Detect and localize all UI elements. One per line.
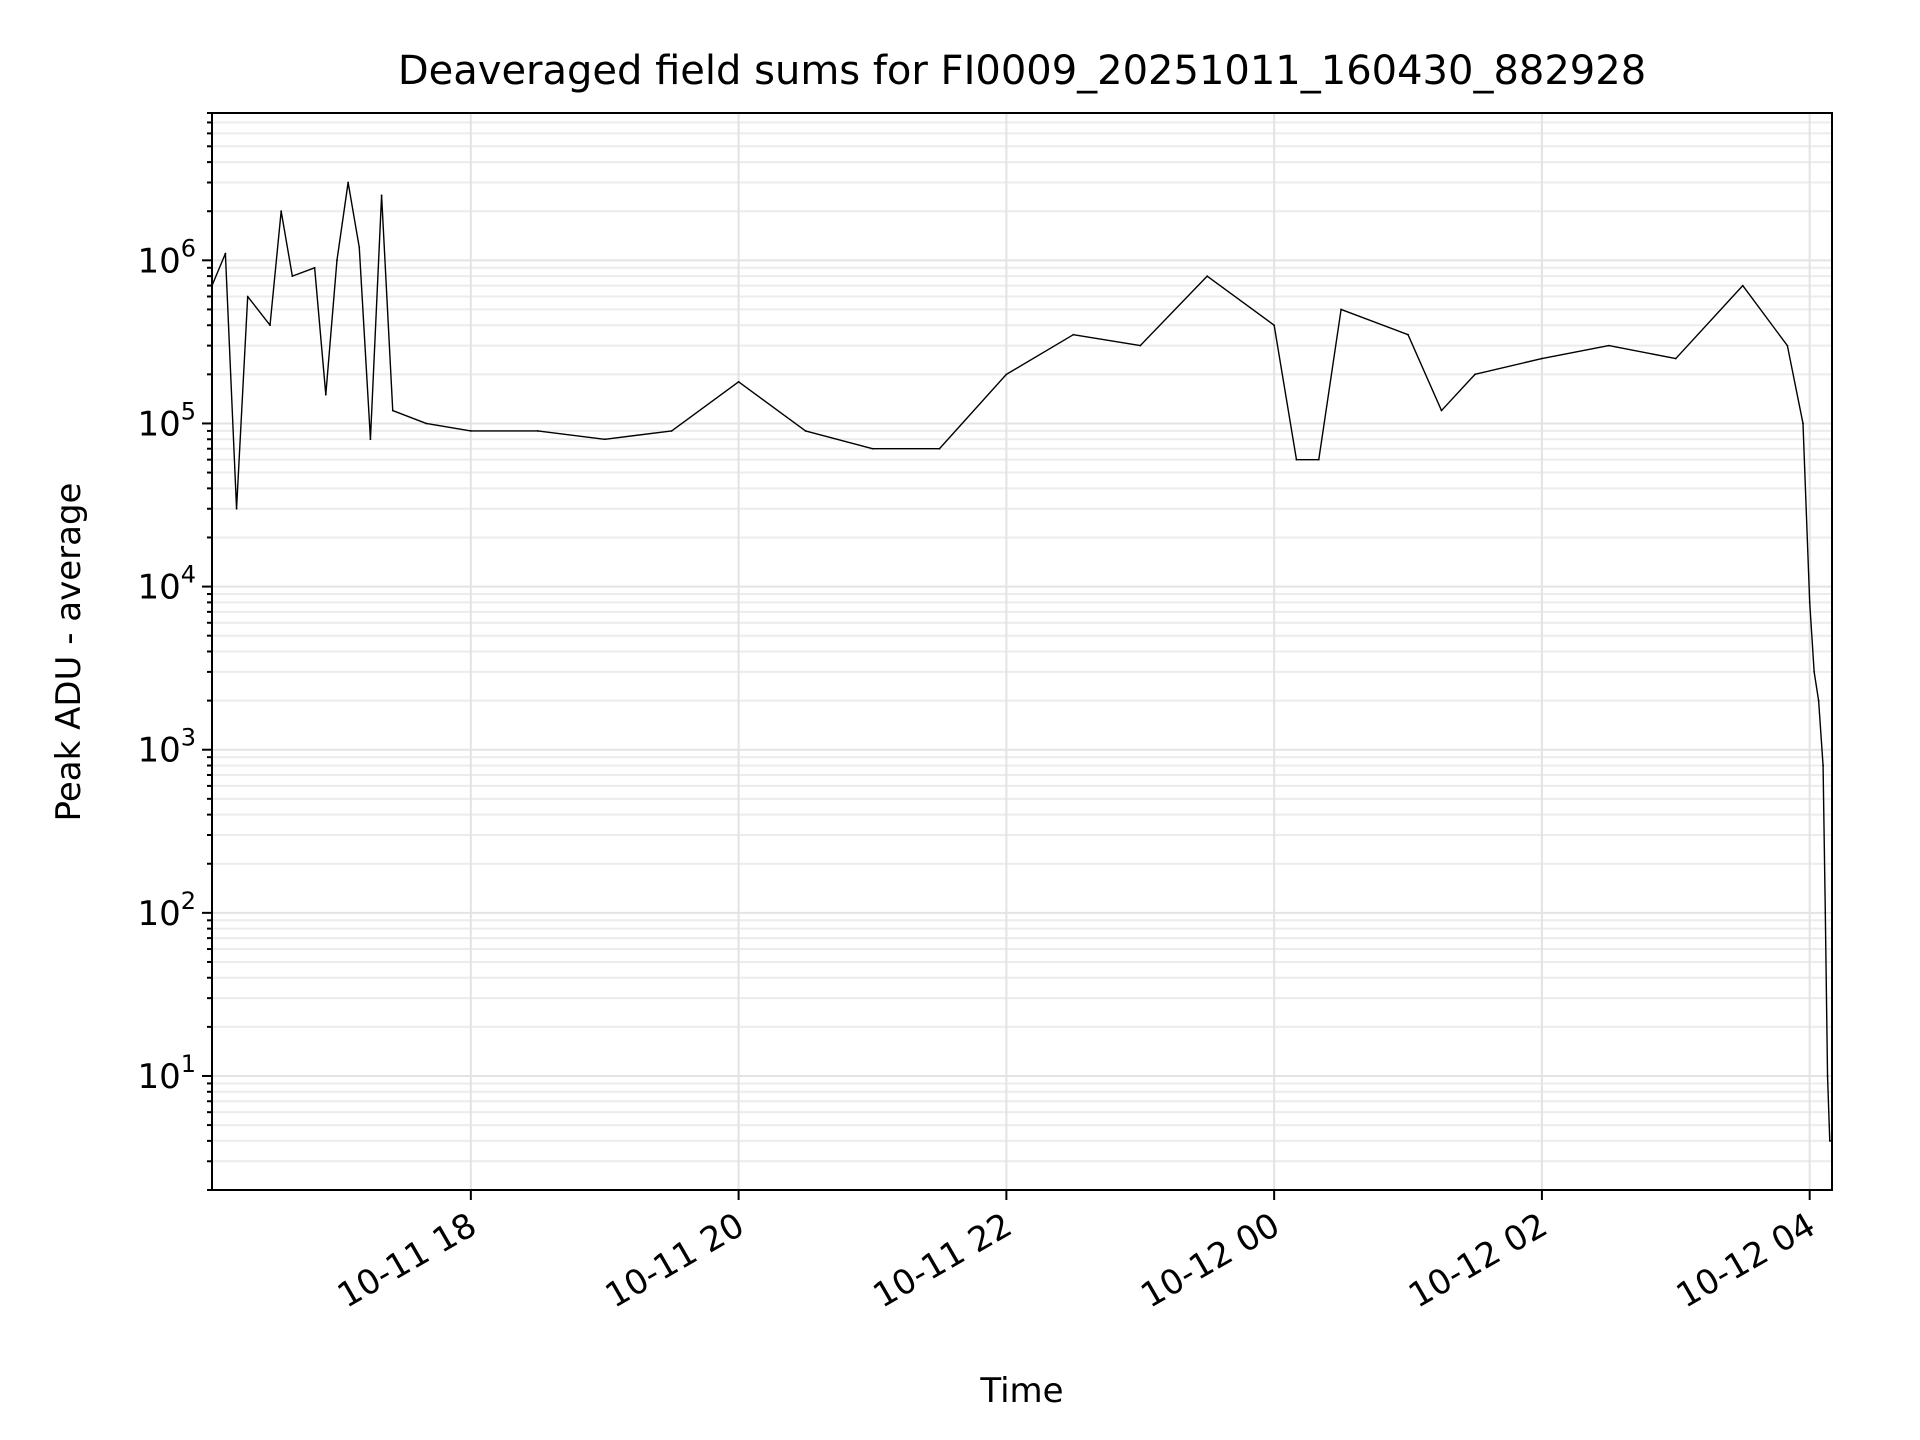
data-point [938,447,941,450]
data-point [804,430,807,432]
data-point [1813,670,1816,673]
y-tick-label: 106 [137,234,196,281]
data-point [1005,373,1008,376]
data-point [1407,333,1409,336]
data-point [1273,324,1276,327]
data-point [871,447,874,450]
data-point [1440,409,1443,412]
data-point [737,380,740,383]
y-tick-label: 104 [137,561,196,608]
data-point [1139,344,1142,347]
data-point [1741,284,1744,287]
data-point [536,430,539,432]
data-point [425,422,428,425]
data-point [1802,422,1804,425]
data-point [1786,344,1789,347]
data-point [1808,601,1811,604]
y-tick-label-base: 10 [137,731,180,771]
y-tick-label-exponent: 5 [181,397,196,425]
data-point [1817,699,1820,702]
data-point [358,246,361,249]
data-point [269,324,271,327]
data-point [1206,275,1209,278]
y-tick-label-exponent: 1 [181,1050,196,1078]
y-tick-label: 101 [137,1050,196,1097]
data-point [1317,458,1320,461]
y-tick-label-exponent: 6 [181,234,196,262]
y-tick-label-exponent: 3 [181,724,196,752]
data-point [246,295,249,298]
data-point [280,210,283,213]
data-point [1541,357,1543,360]
data-point [380,194,383,197]
data-point [670,430,673,432]
y-tick-label-exponent: 2 [181,887,196,915]
data-point [313,266,316,269]
data-point [1674,357,1677,360]
data-point [369,438,372,441]
data-point [336,259,338,262]
data-point [469,430,472,432]
data-point [291,275,294,278]
data-point [1340,308,1342,311]
data-point [235,507,238,510]
data-point [1072,333,1075,336]
data-point [1828,1139,1831,1142]
data-point [324,393,327,396]
y-tick-label: 102 [137,887,196,934]
y-tick-label-base: 10 [137,241,180,281]
data-point [603,438,606,441]
data-point [1826,1075,1829,1077]
y-tick-label: 103 [137,724,196,771]
data-point [1295,458,1298,461]
y-tick-label-base: 10 [137,894,180,934]
chart-title: Deaveraged field sums for FI0009_2025101… [398,48,1646,94]
y-axis-label: Peak ADU - average [49,483,89,822]
y-tick-label-base: 10 [137,404,180,444]
data-point [1824,911,1827,914]
x-axis-label: Time [979,1371,1063,1411]
data-point [391,409,394,412]
y-tick-label-base: 10 [137,1057,180,1097]
data-point [1822,764,1824,767]
data-point [347,181,350,184]
data-point [1474,373,1476,376]
data-point [224,252,227,255]
y-tick-label: 105 [137,397,196,444]
data-point [1607,344,1610,347]
y-tick-label-base: 10 [137,568,180,608]
y-tick-label-exponent: 4 [181,561,196,589]
